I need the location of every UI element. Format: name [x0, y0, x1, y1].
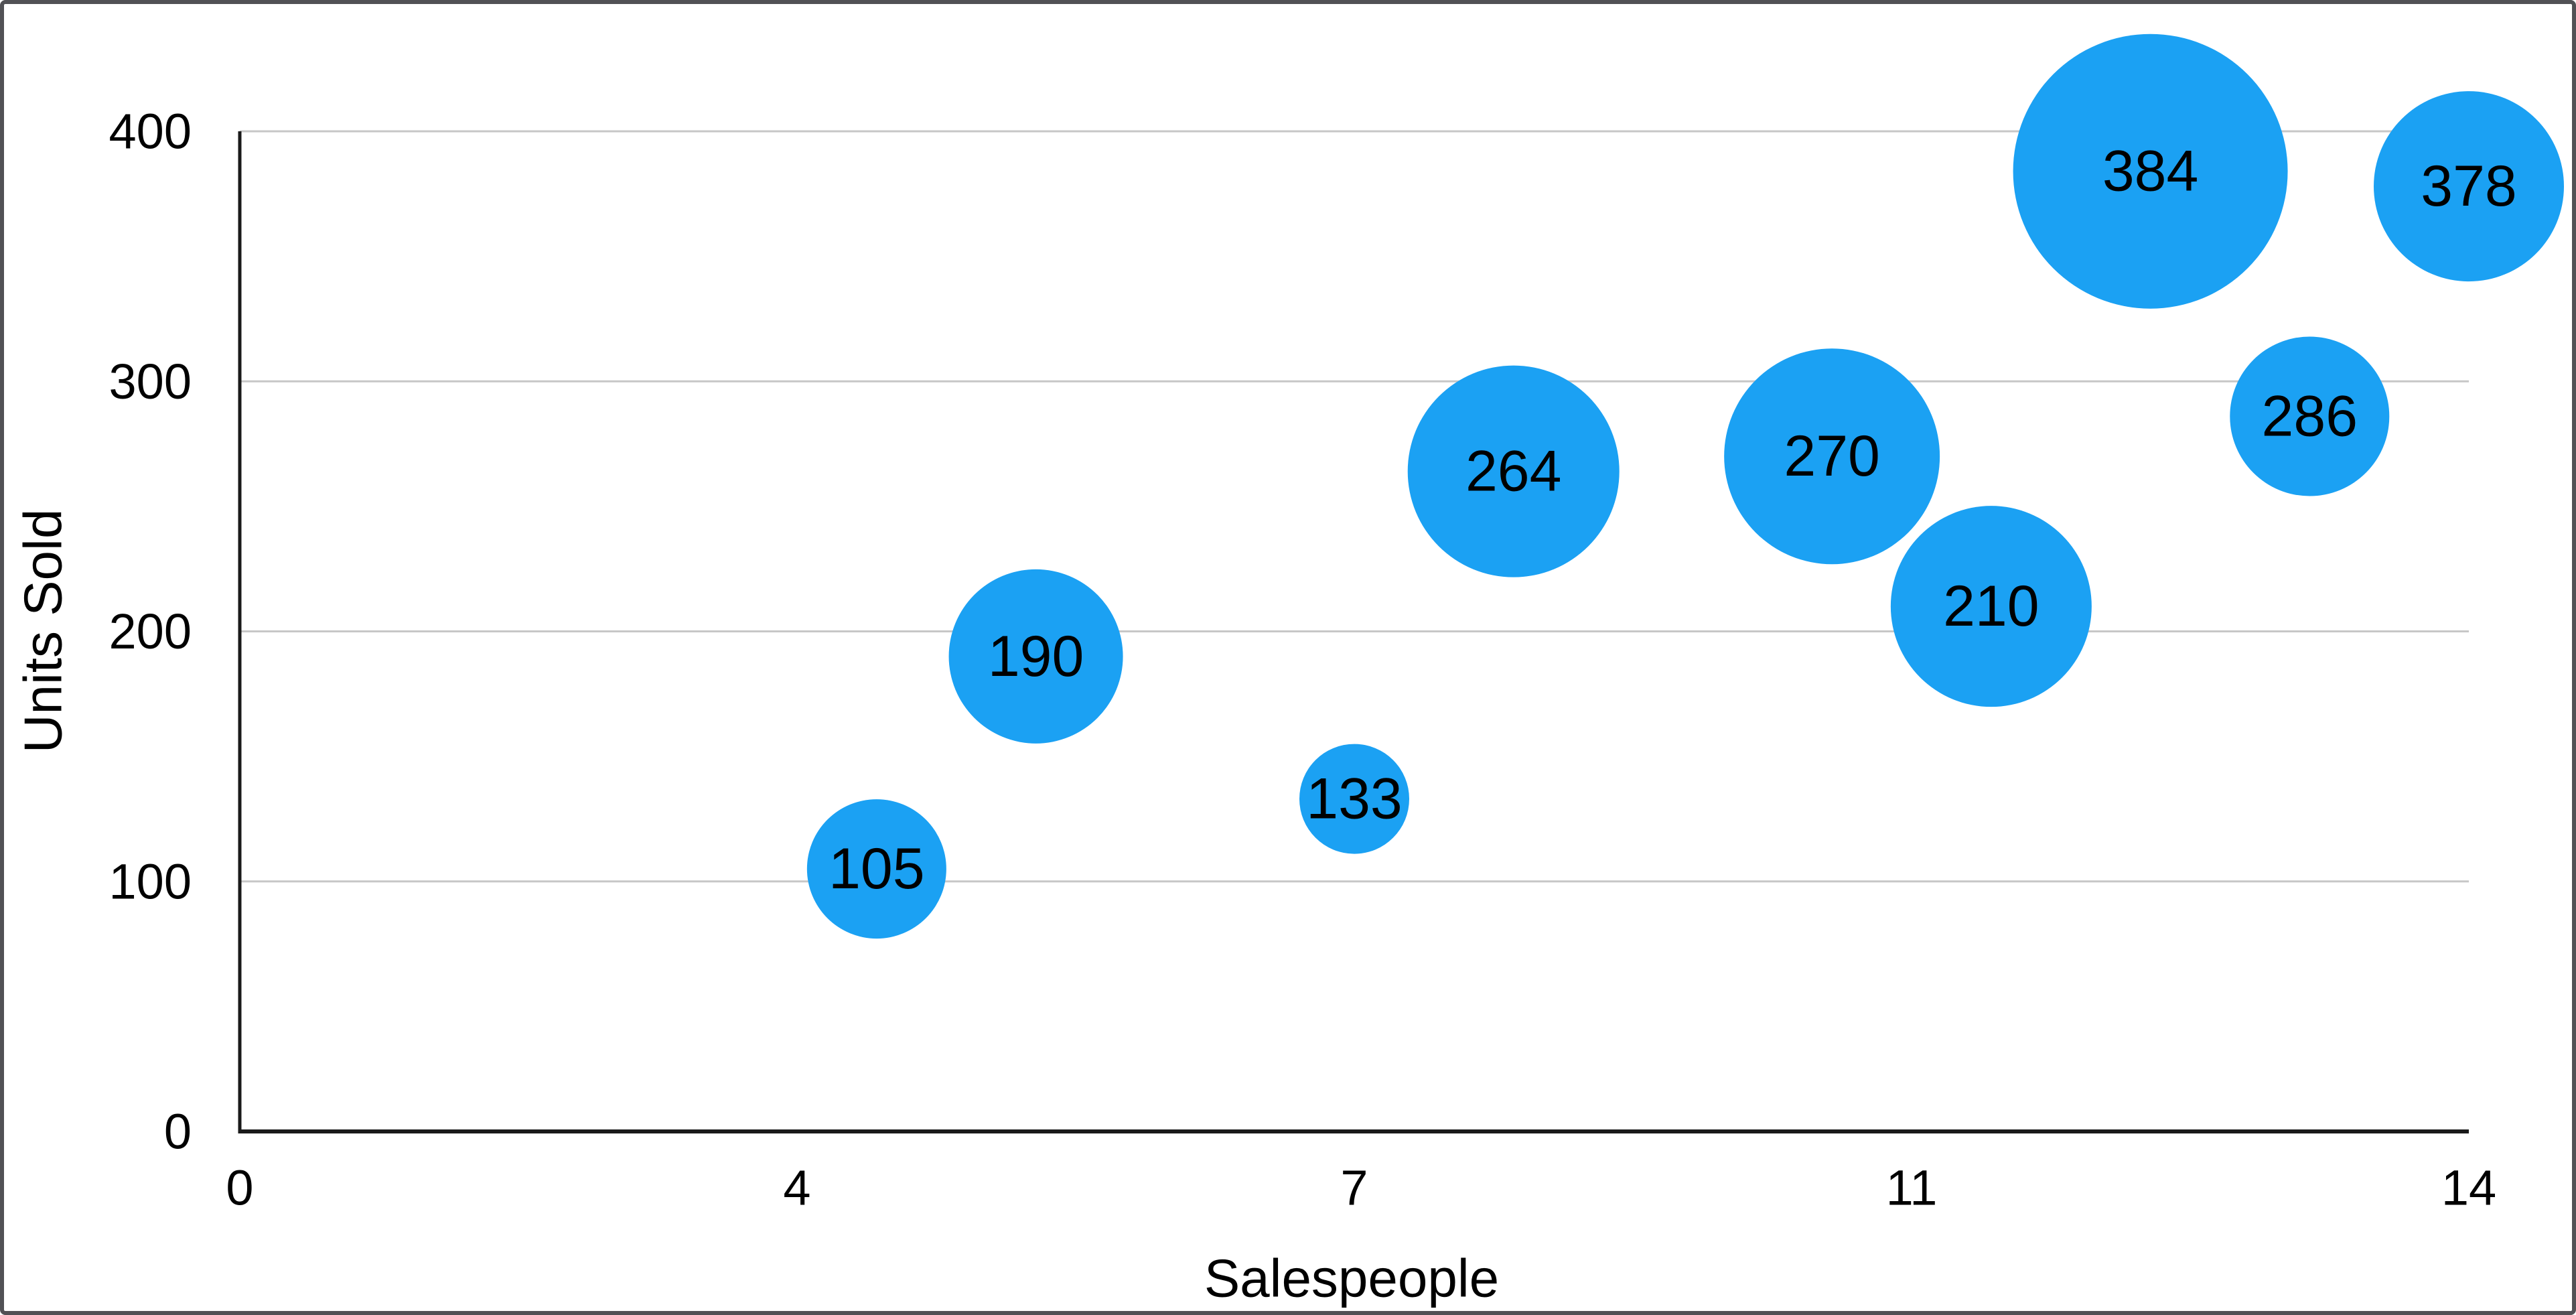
- bubble-circle-210: [1890, 506, 2092, 707]
- x-tick-label-11: 11: [1886, 1160, 1938, 1216]
- bubble-105: 105: [806, 799, 946, 939]
- bubble-384: 384: [2013, 33, 2288, 309]
- bubble-133: 133: [1299, 744, 1409, 854]
- bubble-378: 378: [2374, 91, 2564, 282]
- bubble-circle-133: [1299, 744, 1409, 854]
- bubble-value-label: 264: [1465, 439, 1562, 504]
- x-tick-label-4: 4: [783, 1160, 810, 1216]
- axes: [238, 131, 2469, 1133]
- bubble-value-label: 105: [829, 837, 925, 901]
- bubble-286: 286: [2230, 336, 2390, 496]
- bubble-value-label: 133: [1306, 767, 1403, 831]
- bubble-circle-378: [2374, 91, 2564, 282]
- x-tick-label-14: 14: [2441, 1160, 2496, 1216]
- axis-labels: 0 100 200 300 400 0 4 7 11 14 Salespeople Units Sol…: [13, 104, 2497, 1308]
- bubble-circle-270: [1724, 348, 1940, 565]
- bubble-circle-105: [806, 799, 946, 939]
- bubble-value-label: 286: [2262, 385, 2358, 449]
- y-tick-label-100: 100: [109, 853, 192, 909]
- y-tick-label-200: 200: [109, 604, 192, 659]
- y-tick-label-400: 400: [109, 104, 192, 159]
- bubble-264: 264: [1407, 365, 1620, 577]
- bubble-190: 190: [948, 569, 1123, 744]
- bubble-value-label: 384: [2102, 139, 2199, 204]
- y-tick-label-300: 300: [109, 354, 192, 409]
- bubble-value-label: 190: [988, 624, 1084, 689]
- bubble-circle-384: [2013, 33, 2288, 309]
- x-tick-label-0: 0: [226, 1160, 253, 1216]
- bubble-circle-264: [1407, 365, 1620, 577]
- y-tick-label-0: 0: [164, 1104, 192, 1160]
- bubble-value-label: 378: [2421, 154, 2517, 218]
- bubble-210: 210: [1890, 506, 2092, 707]
- x-tick-label-7: 7: [1340, 1160, 1368, 1216]
- x-axis-title: Salespeople: [1204, 1249, 1499, 1308]
- bubble-270: 270: [1724, 348, 1940, 565]
- bubble-circle-286: [2230, 336, 2390, 496]
- y-axis-title: Units Sold: [13, 509, 73, 754]
- bubble-circle-190: [948, 569, 1123, 744]
- bubble-value-label: 210: [1943, 574, 2040, 638]
- bubble-value-label: 270: [1784, 424, 1880, 488]
- bubbles: 105 190 133 264 270 210 384 286 378: [806, 33, 2564, 939]
